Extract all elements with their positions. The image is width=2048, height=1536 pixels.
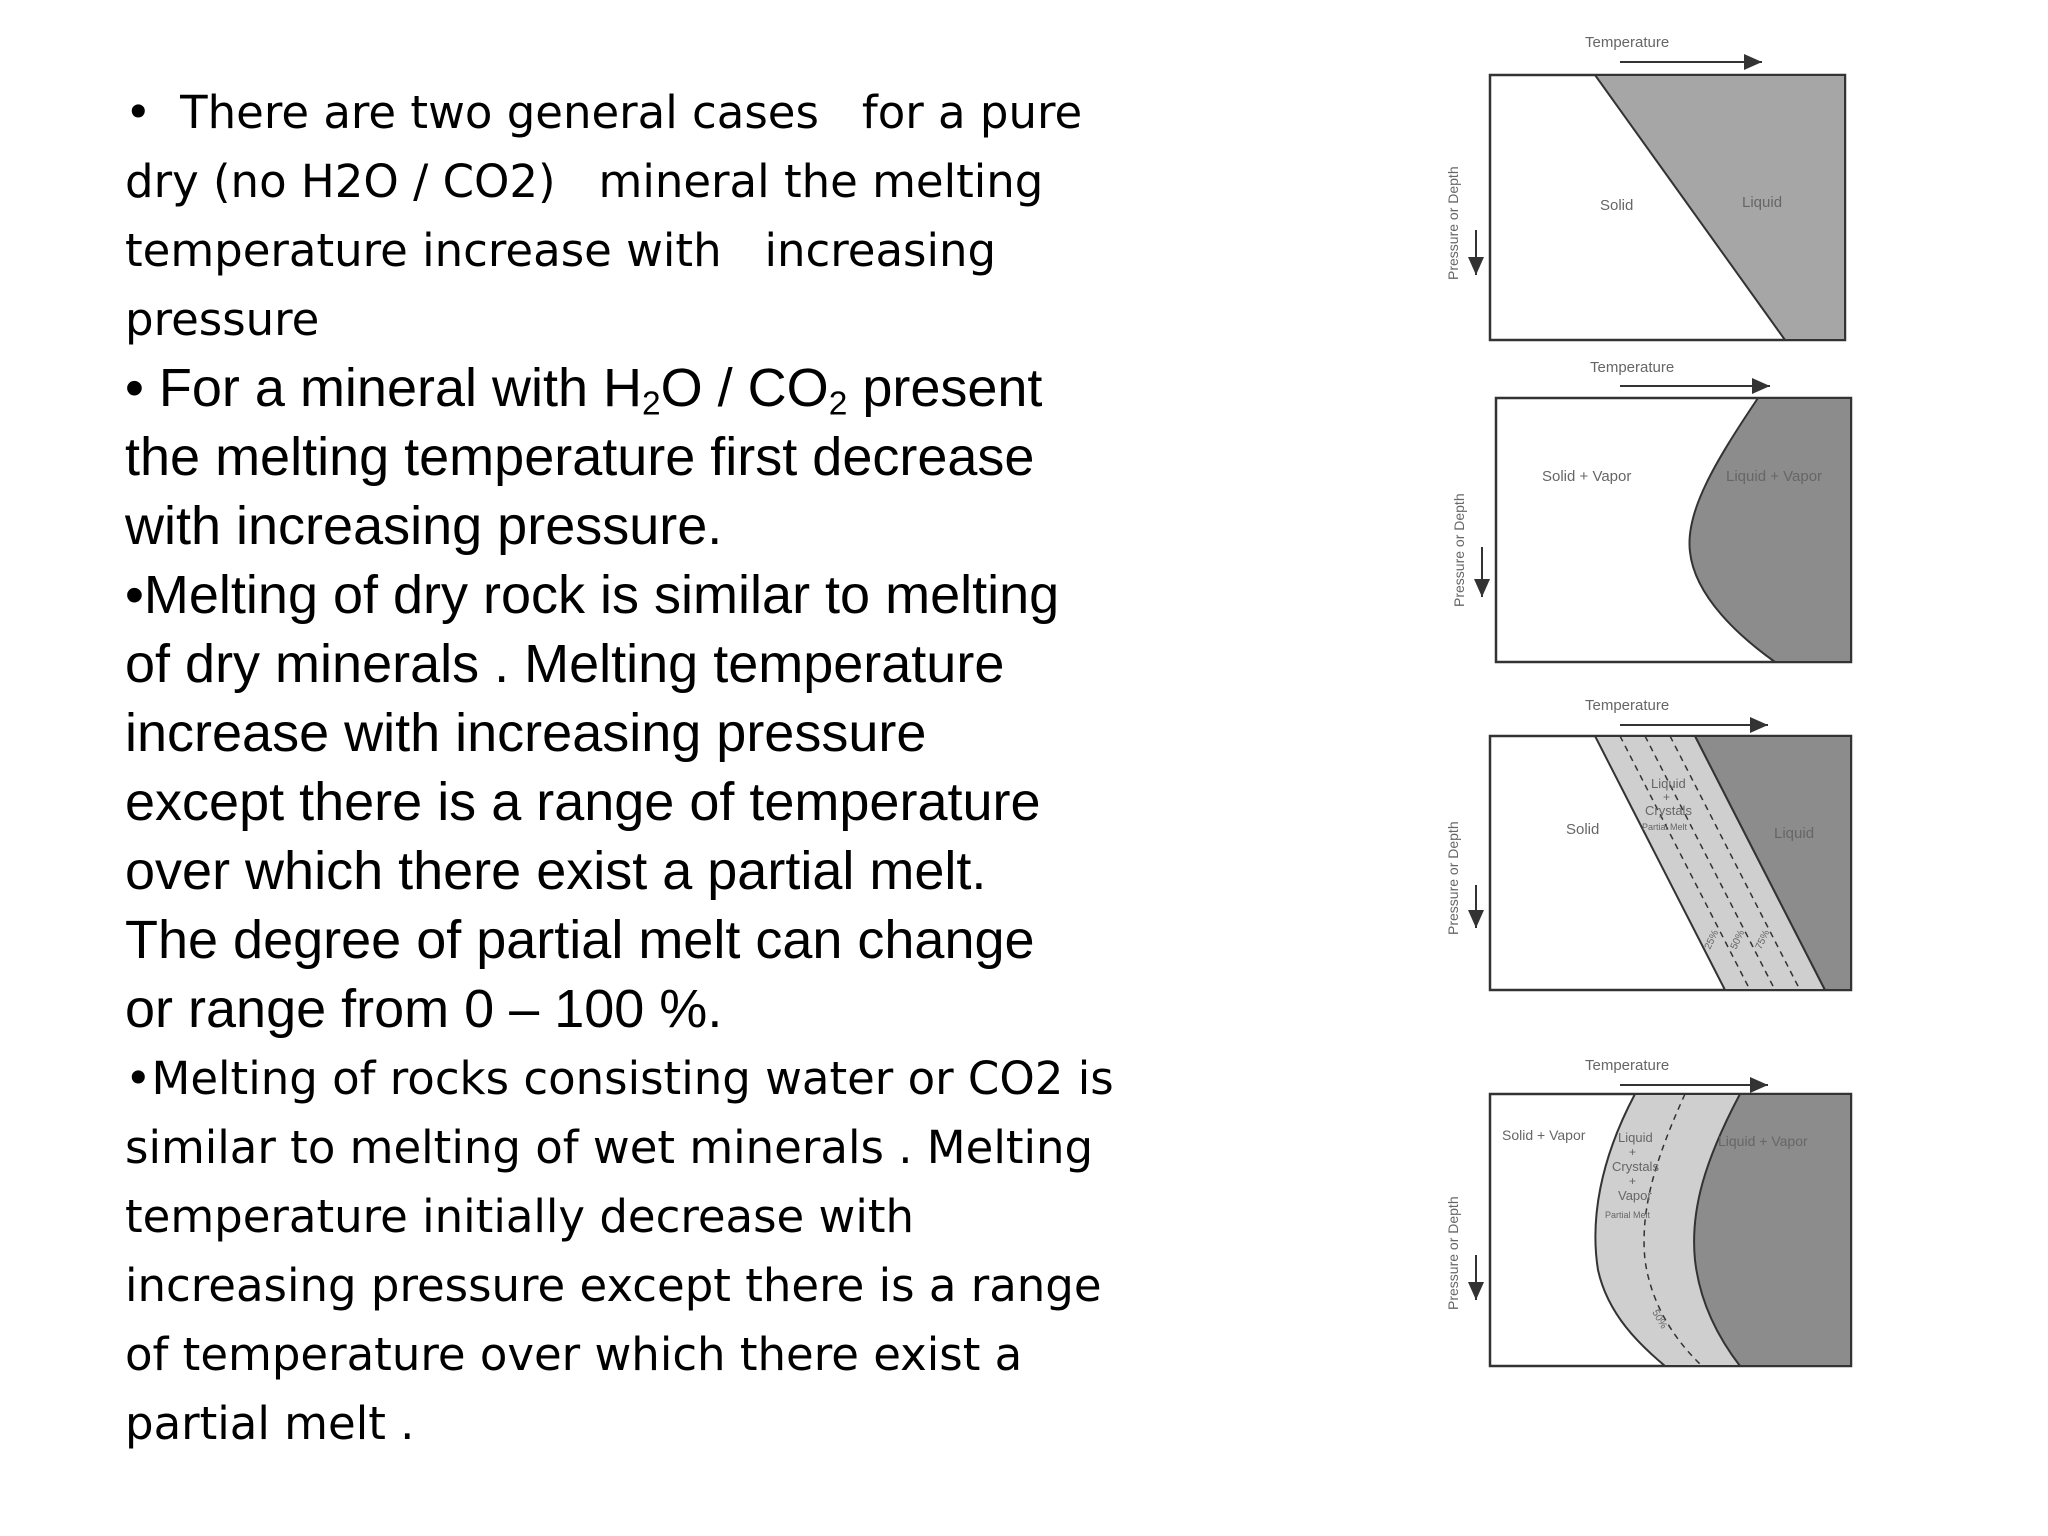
mid-label: + — [1629, 1174, 1636, 1188]
mid-label: Liquid — [1618, 1130, 1653, 1145]
liquid-region — [1693, 1093, 1852, 1367]
text-line: •Melting of rocks consisting water or CO… — [125, 1052, 1114, 1105]
text-line: •Melting of dry rock is similar to melti… — [125, 565, 1060, 625]
liquid-region — [1688, 397, 1852, 663]
bullet-wet-mineral: • For a mineral with H2O / CO2 present t… — [125, 354, 1175, 561]
text-line: temperature increase with increasing — [125, 224, 997, 277]
mid-label: Partial Melt — [1605, 1210, 1651, 1220]
text-line: The degree of partial melt can change — [125, 910, 1035, 970]
diagram-wet-mineral: Temperature Pressure or Depth Solid + Va… — [1440, 352, 1860, 672]
text-line: dry (no H2O / CO2) mineral the melting — [125, 155, 1044, 208]
mid-label: Crystals — [1645, 803, 1692, 818]
mid-label: Liquid — [1651, 776, 1686, 791]
region-label-solid: Solid — [1600, 197, 1633, 214]
region-label-solid: Solid — [1566, 821, 1599, 838]
text-column: • There are two general cases for a pure… — [125, 78, 1175, 1458]
text-line: except there is a range of temperature — [125, 772, 1041, 832]
mid-label: Partial Melt — [1642, 822, 1688, 832]
text-line: • For a mineral with H2O / CO2 present — [125, 358, 1043, 423]
isopleth-25 — [1619, 735, 1751, 991]
mid-label: Crystals — [1612, 1159, 1659, 1174]
bullet-dry-mineral: • There are two general cases for a pure… — [125, 78, 1175, 354]
mid-label: + — [1663, 790, 1670, 804]
text-line: pressure — [125, 293, 320, 346]
text-line: of temperature over which there exist a — [125, 1328, 1023, 1381]
text-line: with increasing pressure. — [125, 496, 723, 556]
y-axis-label: Pressure or Depth — [1451, 493, 1467, 607]
text-line: over which there exist a partial melt. — [125, 841, 987, 901]
isopleth-75 — [1669, 735, 1801, 991]
region-label-liquid-vapor: Liquid + Vapor — [1718, 1133, 1808, 1149]
diagram-dry-rock: Temperature Pressure or Depth Solid Liqu… — [1440, 690, 1860, 1010]
bullet-dry-rock: •Melting of dry rock is similar to melti… — [125, 561, 1175, 1044]
y-axis-label: Pressure or Depth — [1445, 166, 1461, 280]
region-label-liquid: Liquid — [1774, 825, 1814, 842]
diagram-dry-mineral: Temperature Pressure or Depth Solid Liqu… — [1440, 30, 1860, 350]
region-label-solid-vapor: Solid + Vapor — [1542, 468, 1631, 485]
region-label-solid-vapor: Solid + Vapor — [1502, 1127, 1586, 1143]
x-axis-label: Temperature — [1585, 697, 1669, 714]
region-label-liquid: Liquid — [1742, 194, 1782, 211]
isopleth-50 — [1643, 1093, 1703, 1367]
x-axis-label: Temperature — [1590, 359, 1674, 376]
text-line: or range from 0 – 100 %. — [125, 979, 723, 1039]
diagram-wet-rock: Temperature Pressure or Depth Solid + Va… — [1440, 1050, 1860, 1380]
isopleth-50 — [1644, 735, 1776, 991]
text-line: increasing pressure except there is a ra… — [125, 1259, 1102, 1312]
text-line: similar to melting of wet minerals . Mel… — [125, 1121, 1094, 1174]
mid-label: + — [1629, 1145, 1636, 1159]
y-axis-label: Pressure or Depth — [1445, 821, 1461, 935]
text-line: increase with increasing pressure — [125, 703, 927, 763]
text-line: the melting temperature first decrease — [125, 427, 1035, 487]
text-line: of dry minerals . Melting temperature — [125, 634, 1005, 694]
text-line: • There are two general cases for a pure — [125, 86, 1083, 139]
x-axis-label: Temperature — [1585, 1057, 1669, 1074]
text-line: temperature initially decrease with — [125, 1190, 915, 1243]
text-line: partial melt . — [125, 1397, 415, 1450]
region-label-liquid-vapor: Liquid + Vapor — [1726, 468, 1822, 485]
x-axis-label: Temperature — [1585, 34, 1669, 51]
mid-label: Vapor — [1618, 1188, 1652, 1203]
bullet-wet-rock: •Melting of rocks consisting water or CO… — [125, 1044, 1175, 1458]
y-axis-label: Pressure or Depth — [1445, 1196, 1461, 1310]
liquid-region — [1593, 74, 1846, 341]
liquid-region — [1693, 735, 1852, 991]
